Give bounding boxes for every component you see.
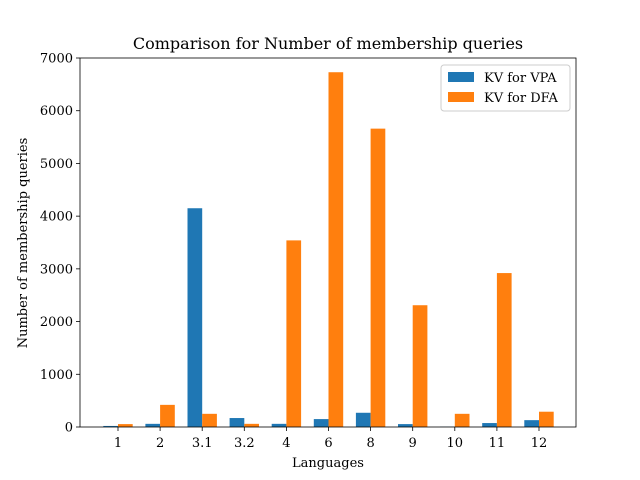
bar-vpa-6 (313, 419, 329, 427)
bar-dfa-10 (454, 413, 470, 427)
y-tick-label: 5000 (40, 157, 73, 172)
x-tick-label: 12 (531, 436, 548, 451)
bar-vpa-1 (103, 425, 118, 427)
y-tick-label: 3000 (40, 262, 73, 277)
bar-dfa-12 (539, 411, 554, 427)
x-tick-label: 10 (447, 436, 464, 451)
chart-title: Comparison for Number of membership quer… (133, 34, 523, 53)
x-tick-label: 3.2 (234, 436, 255, 451)
plot-frame (79, 57, 577, 428)
bar-dfa-3.1 (202, 413, 217, 427)
y-tick-label: 6000 (40, 104, 73, 119)
bar-dfa-1 (118, 424, 133, 427)
bar-vpa-9 (398, 424, 413, 427)
bar-dfa-4 (286, 240, 302, 427)
y-tick-label: 7000 (40, 52, 73, 67)
x-tick-label: 11 (489, 436, 506, 451)
legend: KV for VPA KV for DFA (440, 64, 571, 112)
x-tick-label: 3.1 (192, 436, 213, 451)
x-tick-label: 9 (409, 436, 417, 451)
bar-vpa-2 (145, 423, 161, 427)
x-tick-label: 8 (366, 436, 374, 451)
y-tick-label: 0 (65, 421, 73, 436)
bar-dfa-11 (496, 273, 512, 427)
y-tick-label: 2000 (40, 315, 73, 330)
y-tick-label: 4000 (40, 210, 73, 225)
bar-dfa-2 (160, 404, 175, 427)
y-tick-label: 1000 (40, 368, 73, 383)
y-axis-label: Number of membership queries (16, 138, 31, 349)
bar-vpa-11 (482, 423, 497, 427)
x-tick-label: 1 (114, 436, 122, 451)
bar-vpa-12 (524, 420, 539, 427)
bar-dfa-9 (412, 305, 428, 427)
bar-vpa-3.2 (229, 418, 245, 427)
x-tick-label: 2 (156, 436, 164, 451)
legend-swatch-dfa (448, 92, 474, 102)
bar-vpa-4 (271, 423, 287, 427)
bar-dfa-8 (370, 128, 386, 427)
bar-vpa-8 (355, 412, 371, 427)
x-tick-label: 4 (282, 436, 290, 451)
legend-label-dfa: KV for DFA (484, 91, 559, 106)
x-tick-label: 6 (324, 436, 332, 451)
bar-dfa-6 (328, 72, 344, 427)
legend-label-vpa: KV for VPA (484, 71, 557, 86)
bar-vpa-3.1 (187, 208, 203, 427)
x-axis-label: Languages (292, 456, 364, 471)
legend-swatch-vpa (448, 72, 474, 82)
bar-dfa-3.2 (244, 423, 259, 427)
